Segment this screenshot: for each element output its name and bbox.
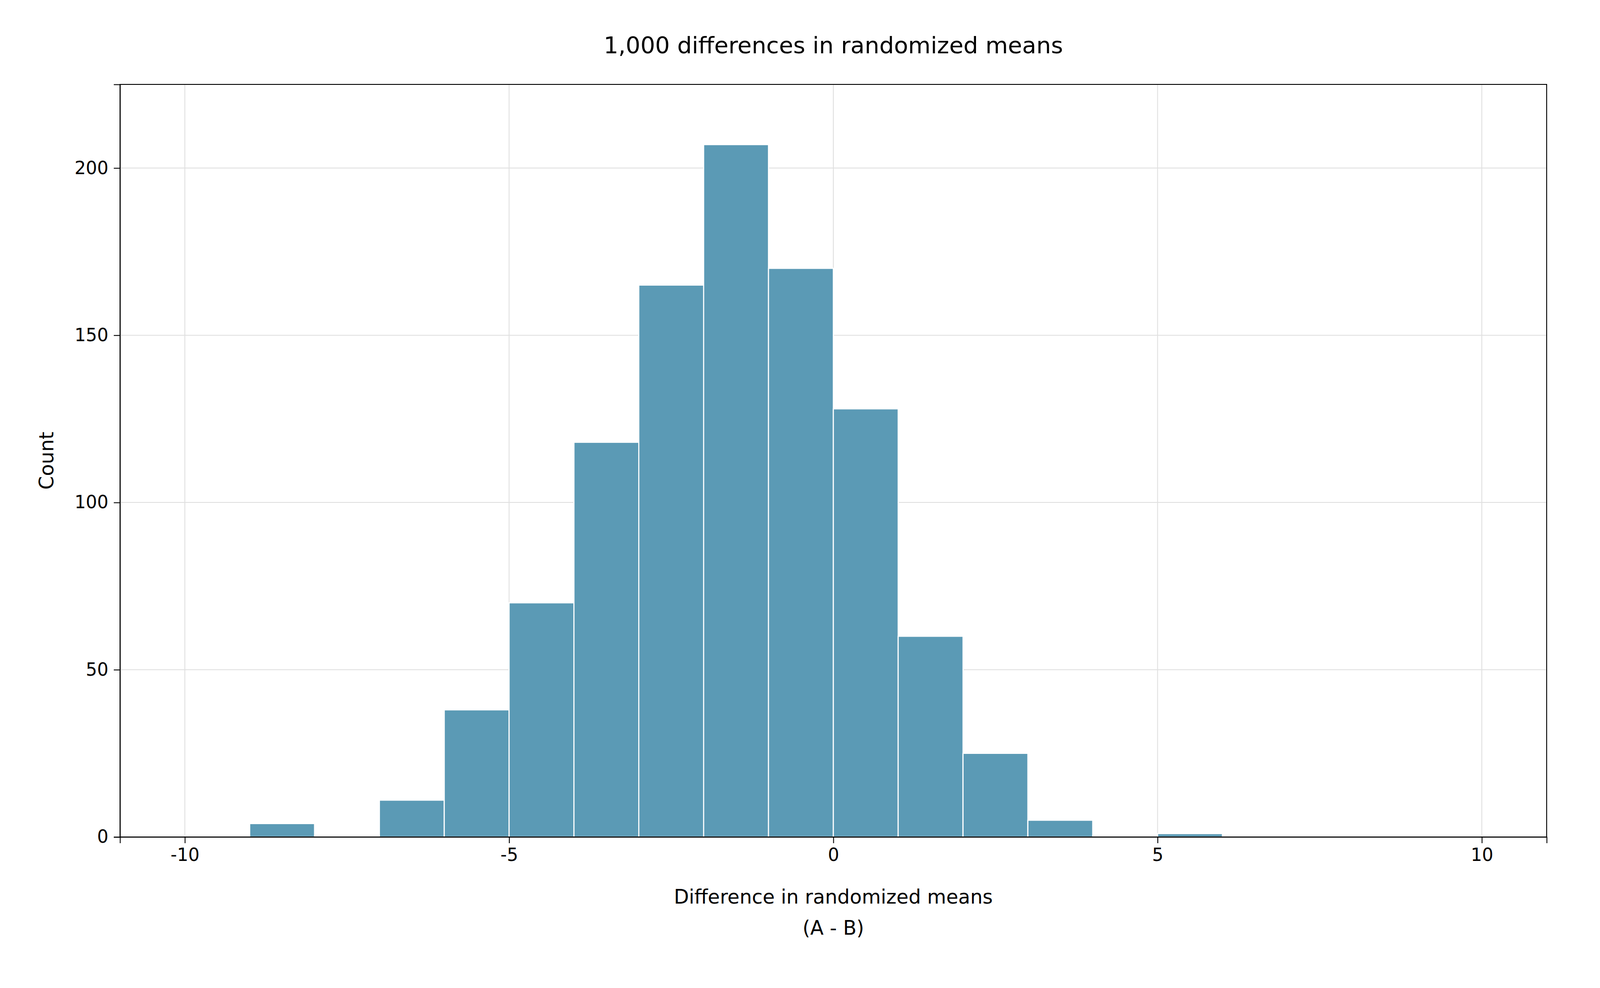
grid-line-x [1157,84,1159,838]
tick-mark [113,837,120,839]
tick-mark [113,669,120,671]
grid [120,84,1547,838]
histogram-bar [1028,820,1093,838]
tick-label: 5 [1152,844,1164,866]
tick-mark [184,837,186,844]
tick-label: 50 [85,659,109,680]
axis-line [120,837,1548,844]
x-axis-label: Difference in randomized means (A - B) [673,885,993,940]
tick-mark [1481,837,1483,844]
tick-mark [1157,837,1159,844]
axis-line [113,84,121,838]
histogram-bar [444,710,510,838]
x-axis-label-line: (A - B) [802,916,864,940]
tick: 100 [74,492,120,513]
tick: 5 [1152,837,1164,866]
histogram-bar [573,442,639,838]
histogram-bar [898,636,964,838]
histogram-bar [638,285,704,838]
histogram-bar [379,800,445,838]
tick: 10 [1470,837,1494,866]
tick: 0 [828,837,840,866]
tick: 200 [74,157,120,179]
tick-label: 0 [828,844,840,866]
x-axis: -10 -5 0 5 10 [120,837,1548,866]
grid-line-x [184,84,186,838]
tick-mark [113,168,120,169]
histogram-bar [249,824,315,838]
tick-label: -5 [500,844,519,866]
tick-mark [508,837,510,844]
y-axis: 0 50 100 150 200 [74,84,121,848]
tick: -10 [170,837,200,866]
tick-label: 0 [97,826,109,848]
tick-mark [113,502,120,504]
tick-mark [113,335,120,336]
tick: 150 [74,324,120,346]
grid-line-x [1481,84,1483,838]
plot-frame [120,84,1547,838]
tick-label: -10 [170,844,200,866]
x-axis-label-line: Difference in randomized means [673,885,993,909]
plot: -10-50510050100150200 [74,84,1548,866]
tick-label: 10 [1470,844,1494,866]
histogram-bar [833,408,899,838]
tick-label: 200 [74,157,109,179]
histogram-bar [703,144,769,838]
y-axis-label: Count [35,432,58,491]
tick-label: 100 [74,492,109,513]
title: 1,000 differences in randomized means [603,32,1064,59]
tick: 0 [97,826,120,848]
histogram-bar [1157,833,1223,838]
bars [249,144,1223,838]
tick: 50 [85,659,120,680]
tick-mark [833,837,835,844]
histogram-bar [768,268,834,838]
tick: -5 [500,837,519,866]
histogram-bar [963,753,1028,838]
tick-label: 150 [74,324,109,346]
chart: -10-505100501001502001,000 differences i… [0,0,1600,988]
histogram-bar [508,603,574,838]
grid-line-y [120,167,1547,169]
